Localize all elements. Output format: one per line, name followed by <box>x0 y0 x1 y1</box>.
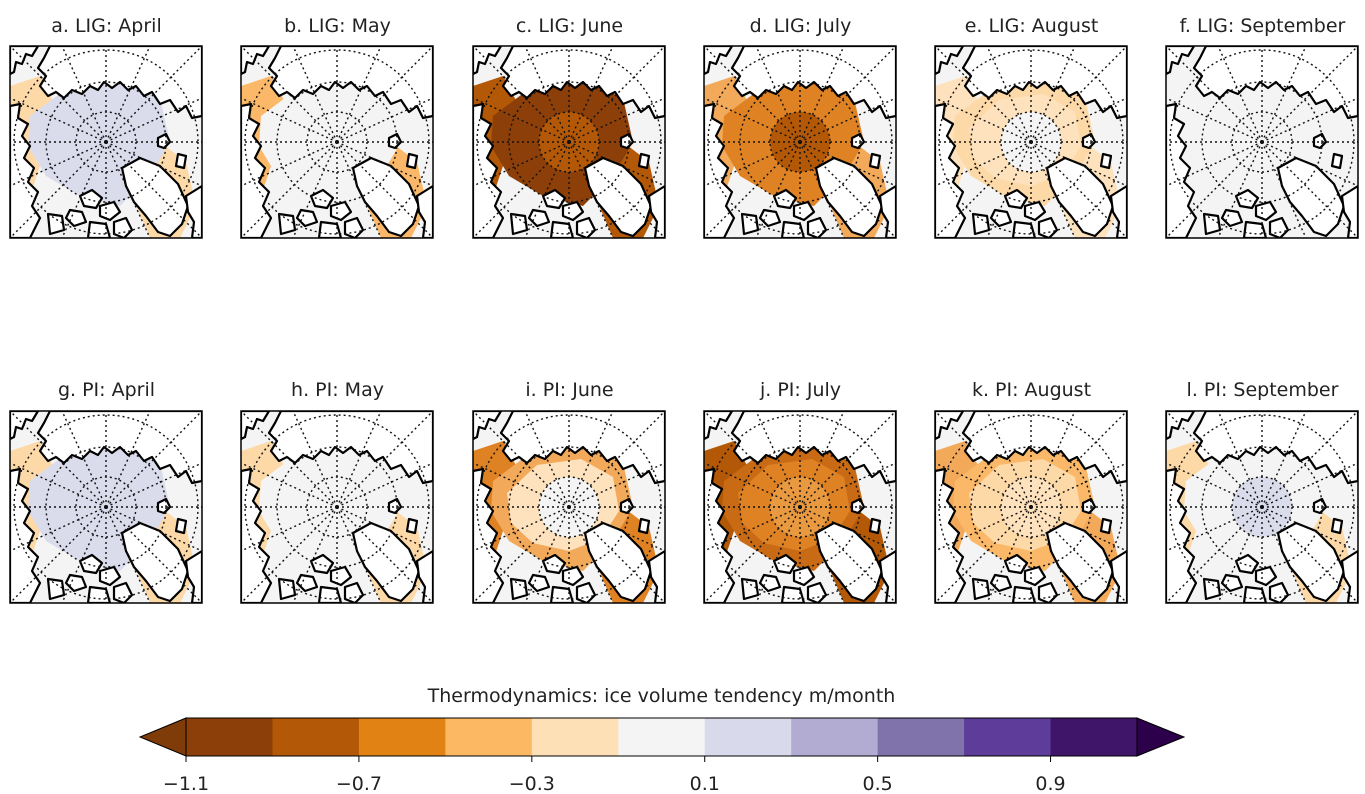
panel-title: l. PI: September <box>1187 379 1339 401</box>
colorbar-bin <box>358 718 446 756</box>
colorbar-bin <box>1050 718 1138 756</box>
panel-frame <box>934 410 1128 604</box>
panel-frame <box>1165 45 1359 239</box>
map-panel-i: i. PI: June <box>472 379 666 604</box>
colorbar-bin <box>704 718 792 756</box>
colorbar-frame <box>185 717 1138 757</box>
colorbar-bin <box>445 718 533 756</box>
panel-frame <box>934 45 1128 239</box>
panel-title: c. LIG: June <box>516 15 623 37</box>
panel-frame <box>472 410 666 604</box>
colorbar-extend-high <box>1136 717 1186 757</box>
colorbar-bin <box>964 718 1052 756</box>
panel-title: e. LIG: August <box>965 15 1099 37</box>
panel-frame <box>703 45 897 239</box>
map-panel-a: a. LIG: April <box>9 15 203 239</box>
panel-frame <box>9 410 203 604</box>
map-panel-h: h. PI: May <box>240 379 434 604</box>
colorbar-bin <box>791 718 879 756</box>
colorbar-bin <box>877 718 965 756</box>
map-panels: a. LIG: April b. LIG: May c. LIG: June d. L… <box>9 15 1359 604</box>
colorbar-tick-label: 0.5 <box>863 773 893 794</box>
colorbar-bin <box>186 718 273 756</box>
map-panel-j: j. PI: July <box>703 379 897 604</box>
colorbar-tick-label: −0.7 <box>336 773 382 794</box>
map-panel-d: d. LIG: July <box>703 15 897 239</box>
map-panel-c: c. LIG: June <box>472 15 666 239</box>
panel-frame <box>1165 410 1359 604</box>
map-panel-g: g. PI: April <box>9 379 203 604</box>
panel-title: k. PI: August <box>972 379 1091 401</box>
map-panel-k: k. PI: August <box>934 379 1128 604</box>
panel-frame <box>703 410 897 604</box>
panel-title: g. PI: April <box>58 379 155 401</box>
panel-title: d. LIG: July <box>750 15 852 37</box>
panel-title: b. LIG: May <box>284 15 391 37</box>
colorbar-tick-label: −1.1 <box>163 773 209 794</box>
map-panel-f: f. LIG: September <box>1165 15 1359 239</box>
colorbar: Thermodynamics: ice volume tendency m/mo… <box>138 685 1186 794</box>
panel-title: f. LIG: September <box>1180 15 1346 37</box>
panel-title: a. LIG: April <box>51 15 162 37</box>
colorbar-tick-label: −0.3 <box>509 773 555 794</box>
panel-title: j. PI: July <box>759 379 841 401</box>
colorbar-tick-label: 0.9 <box>1035 773 1065 794</box>
panel-title: h. PI: May <box>291 379 384 401</box>
colorbar-extend-low <box>138 717 187 757</box>
panel-title: i. PI: June <box>525 379 613 401</box>
colorbar-title: Thermodynamics: ice volume tendency m/mo… <box>427 685 896 707</box>
panel-frame <box>9 45 203 239</box>
colorbar-bin <box>272 718 360 756</box>
map-panel-e: e. LIG: August <box>934 15 1128 239</box>
colorbar-tick-label: 0.1 <box>690 773 720 794</box>
colorbar-bin <box>618 718 706 756</box>
panel-frame <box>472 45 666 239</box>
panel-frame <box>240 45 434 239</box>
map-panel-b: b. LIG: May <box>240 15 434 239</box>
panel-frame <box>240 410 434 604</box>
colorbar-bin <box>531 718 619 756</box>
map-panel-l: l. PI: September <box>1165 379 1359 604</box>
